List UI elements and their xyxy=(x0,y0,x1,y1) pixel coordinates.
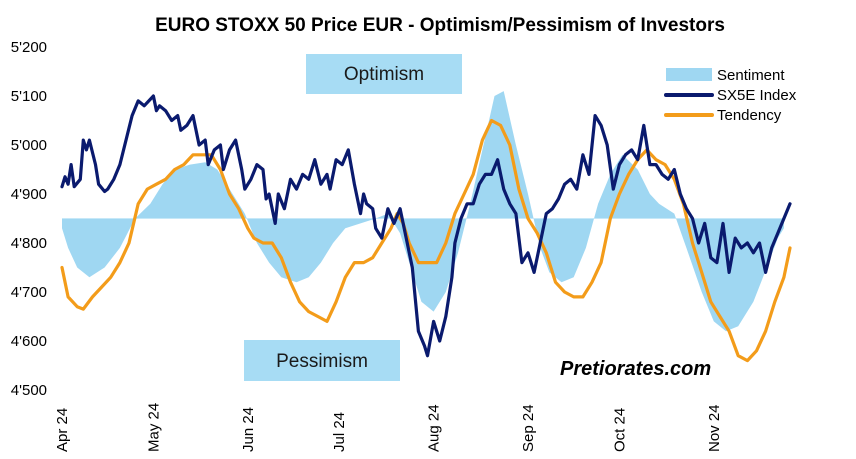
y-axis: 4'500 4'600 4'700 4'800 4'900 5'000 5'100 5'200 xyxy=(11,39,47,399)
pessimism-box xyxy=(244,340,400,381)
pessimism-annotation: Pessimism xyxy=(244,340,400,381)
x-axis: Apr 24 May 24 Jun 24 Jul 24 Aug 24 Sep 24 Oct … xyxy=(54,403,723,452)
optimism-annotation: Optimism xyxy=(306,54,462,94)
y-tick-label: 4'700 xyxy=(11,284,47,301)
optimism-box xyxy=(306,54,462,94)
x-tick-label: Jun 24 xyxy=(240,407,257,452)
chart-title: EURO STOXX 50 Price EUR - Optimism/Pessi… xyxy=(155,15,725,36)
y-tick-label: 4'900 xyxy=(11,186,47,203)
pessimism-label: Pessimism xyxy=(276,351,368,372)
optimism-label: Optimism xyxy=(344,64,424,85)
x-tick-label: Aug 24 xyxy=(426,404,443,452)
x-tick-label: May 24 xyxy=(145,403,162,452)
tendency-line xyxy=(60,118,792,363)
y-tick-label: 5'200 xyxy=(11,39,47,56)
legend: Sentiment SX5E Index Tendency xyxy=(664,67,797,124)
legend-label-tendency: Tendency xyxy=(717,107,782,124)
x-tick-label: Oct 24 xyxy=(611,408,628,452)
source-watermark: Pretiorates.com xyxy=(560,358,711,380)
y-tick-label: 5'100 xyxy=(11,88,47,105)
plot-area xyxy=(60,91,792,363)
y-tick-label: 5'000 xyxy=(11,137,47,154)
x-tick-label: Nov 24 xyxy=(706,404,723,452)
legend-swatch-sentiment xyxy=(666,68,712,81)
x-tick-label: Jul 24 xyxy=(331,412,348,452)
y-tick-label: 4'800 xyxy=(11,235,47,252)
x-tick-label: Sep 24 xyxy=(520,404,537,452)
legend-label-sentiment: Sentiment xyxy=(717,67,785,84)
y-tick-label: 4'600 xyxy=(11,333,47,350)
y-tick-label: 4'500 xyxy=(11,382,47,399)
sx5e-index-line xyxy=(60,94,792,358)
sentiment-area xyxy=(62,91,784,332)
legend-label-index: SX5E Index xyxy=(717,87,797,104)
x-tick-label: Apr 24 xyxy=(54,408,71,452)
